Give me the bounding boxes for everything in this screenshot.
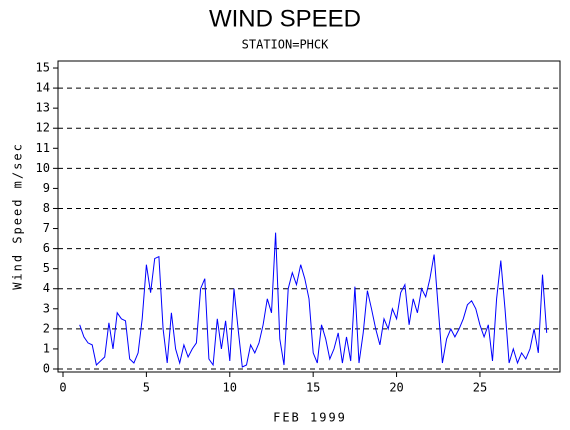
y-tick-label: 0 [43, 361, 50, 375]
chart-title: WIND SPEED [209, 5, 361, 32]
y-tick-label: 11 [36, 141, 50, 155]
y-tick-label: 2 [43, 321, 50, 335]
y-tick-label: 10 [36, 161, 50, 175]
y-tick-label: 15 [36, 61, 50, 75]
y-tick-label: 9 [43, 181, 50, 195]
x-axis-label: FEB 1999 [273, 411, 347, 425]
y-tick-label: 4 [43, 281, 50, 295]
y-tick-label: 1 [43, 341, 50, 355]
x-tick-label: 0 [59, 381, 66, 395]
data-line [79, 232, 548, 368]
y-tick-label: 13 [36, 101, 50, 115]
x-tick-label: 20 [389, 381, 403, 395]
chart-subtitle: STATION=PHCK [242, 38, 329, 52]
x-tick-label: 25 [473, 381, 487, 395]
y-tick-label: 14 [36, 81, 50, 95]
y-tick-label: 3 [43, 301, 50, 315]
x-tick-label: 5 [143, 381, 150, 395]
x-tick-label: 15 [306, 381, 320, 395]
y-tick-label: 8 [43, 201, 50, 215]
y-tick-label: 5 [43, 261, 50, 275]
y-tick-label: 7 [43, 221, 50, 235]
y-axis-label: Wind Speed m/sec [11, 142, 25, 290]
x-tick-label: 10 [223, 381, 237, 395]
y-tick-label: 12 [36, 121, 50, 135]
y-tick-label: 6 [43, 241, 50, 255]
plot-frame [57, 60, 561, 373]
